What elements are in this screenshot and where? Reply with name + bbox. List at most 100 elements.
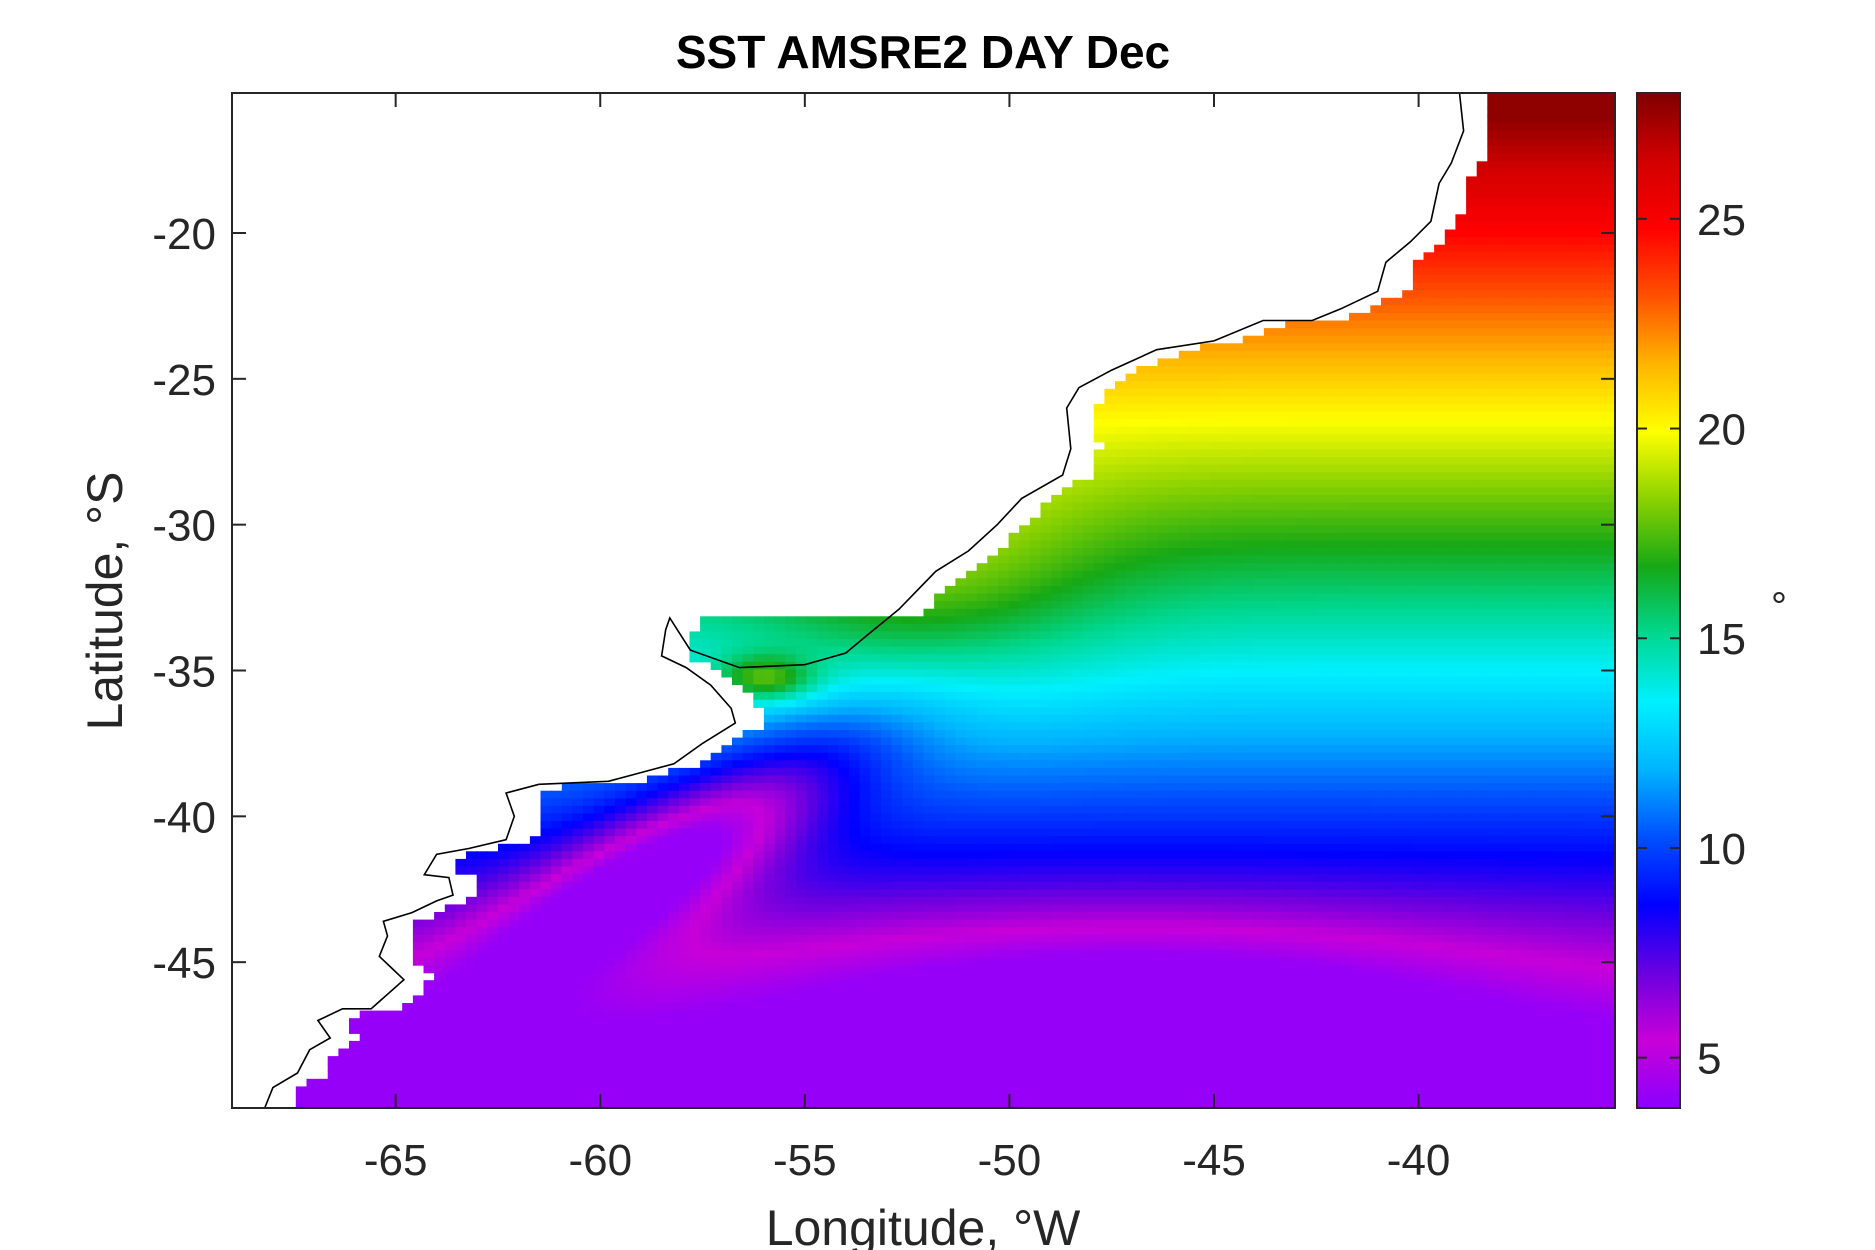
sst-cell xyxy=(1412,783,1425,792)
sst-cell xyxy=(1263,699,1276,708)
sst-cell xyxy=(1125,487,1137,496)
sst-cell xyxy=(1317,381,1329,390)
sst-cell xyxy=(923,737,935,746)
sst-cell xyxy=(1338,487,1350,496)
sst-cell xyxy=(1412,290,1425,299)
sst-cell xyxy=(732,813,744,822)
sst-cell xyxy=(1136,699,1148,708)
sst-cell xyxy=(1189,676,1201,686)
sst-cell xyxy=(1253,426,1265,435)
sst-cell xyxy=(1572,153,1584,162)
sst-cell xyxy=(1583,540,1595,549)
sst-cell xyxy=(1349,608,1361,617)
sst-cell xyxy=(827,654,839,663)
sst-cell xyxy=(1263,464,1276,473)
sst-cell xyxy=(1412,578,1425,587)
sst-cell xyxy=(1540,654,1552,663)
sst-cell xyxy=(944,783,956,792)
sst-cell xyxy=(1466,312,1478,322)
sst-cell xyxy=(1146,775,1159,784)
sst-cell xyxy=(1529,244,1542,253)
sst-cell xyxy=(1583,259,1595,268)
sst-cell xyxy=(1104,563,1116,572)
sst-cell xyxy=(1104,593,1116,602)
sst-cell xyxy=(1476,229,1488,238)
sst-cell xyxy=(636,790,648,799)
sst-cell xyxy=(1412,730,1425,739)
sst-cell xyxy=(1519,130,1531,140)
sst-cell xyxy=(1498,328,1510,337)
sst-cell xyxy=(1572,798,1584,807)
sst-cell xyxy=(1391,517,1403,526)
sst-cell xyxy=(1519,654,1531,663)
sst-cell xyxy=(1551,510,1563,519)
sst-cell xyxy=(1551,494,1563,504)
sst-cell xyxy=(1455,578,1467,587)
sst-cell xyxy=(1295,752,1307,761)
sst-cell xyxy=(1466,775,1478,784)
sst-cell xyxy=(987,798,999,807)
sst-cell xyxy=(1508,93,1520,102)
sst-cell xyxy=(1583,639,1595,648)
sst-cell xyxy=(1455,457,1467,466)
sst-cell xyxy=(923,790,935,799)
sst-cell xyxy=(1487,752,1499,761)
sst-cell xyxy=(1285,434,1297,443)
sst-cell xyxy=(870,813,882,822)
sst-cell xyxy=(1189,487,1201,496)
sst-cell xyxy=(1583,168,1595,177)
sst-cell xyxy=(1476,714,1488,723)
sst-cell xyxy=(1561,161,1573,170)
sst-cell xyxy=(1381,669,1393,678)
sst-cell xyxy=(1381,646,1393,655)
sst-cell xyxy=(1178,381,1190,390)
sst-cell xyxy=(1327,760,1339,769)
sst-cell xyxy=(1583,730,1595,739)
sst-cell xyxy=(1306,419,1318,428)
sst-cell xyxy=(1476,214,1488,223)
sst-cell xyxy=(1210,798,1222,807)
sst-cell xyxy=(1434,479,1446,488)
sst-cell xyxy=(1210,548,1222,557)
sst-cell xyxy=(710,646,722,655)
sst-cell xyxy=(1391,510,1403,519)
sst-cell xyxy=(1274,730,1286,739)
sst-cell xyxy=(1338,525,1350,534)
sst-cell xyxy=(1519,312,1531,322)
sst-cell xyxy=(1125,434,1137,443)
sst-cell xyxy=(1423,297,1435,306)
sst-cell xyxy=(1466,358,1478,367)
sst-cell xyxy=(1444,259,1456,268)
sst-cell xyxy=(1572,403,1584,413)
sst-cell xyxy=(1232,373,1244,382)
sst-cell xyxy=(1615,222,1626,230)
sst-cell xyxy=(1008,760,1020,769)
sst-cell xyxy=(1572,472,1584,481)
sst-cell xyxy=(1540,798,1552,807)
sst-cell xyxy=(1210,608,1222,617)
sst-cell xyxy=(1466,350,1478,359)
sst-cell xyxy=(1008,631,1020,640)
sst-cell xyxy=(1476,305,1488,314)
sst-cell xyxy=(1210,692,1222,701)
sst-cell xyxy=(1072,684,1084,693)
sst-cell xyxy=(1572,479,1584,488)
sst-cell xyxy=(1444,525,1456,534)
sst-cell xyxy=(1529,115,1542,124)
sst-cell xyxy=(902,714,914,723)
sst-cell xyxy=(1285,373,1297,382)
sst-cell xyxy=(1551,745,1563,754)
sst-cell xyxy=(1572,312,1584,322)
sst-cell xyxy=(1487,237,1499,246)
sst-cell xyxy=(1104,426,1116,435)
sst-cell xyxy=(849,767,861,777)
sst-cell xyxy=(1232,548,1244,557)
sst-cell xyxy=(1051,760,1063,769)
sst-cell xyxy=(604,798,616,807)
sst-cell xyxy=(880,699,893,708)
sst-cell xyxy=(955,790,967,799)
sst-cell xyxy=(1583,199,1595,208)
plot-area xyxy=(231,92,1626,1109)
sst-cell xyxy=(785,639,797,648)
sst-cell xyxy=(1434,684,1446,693)
